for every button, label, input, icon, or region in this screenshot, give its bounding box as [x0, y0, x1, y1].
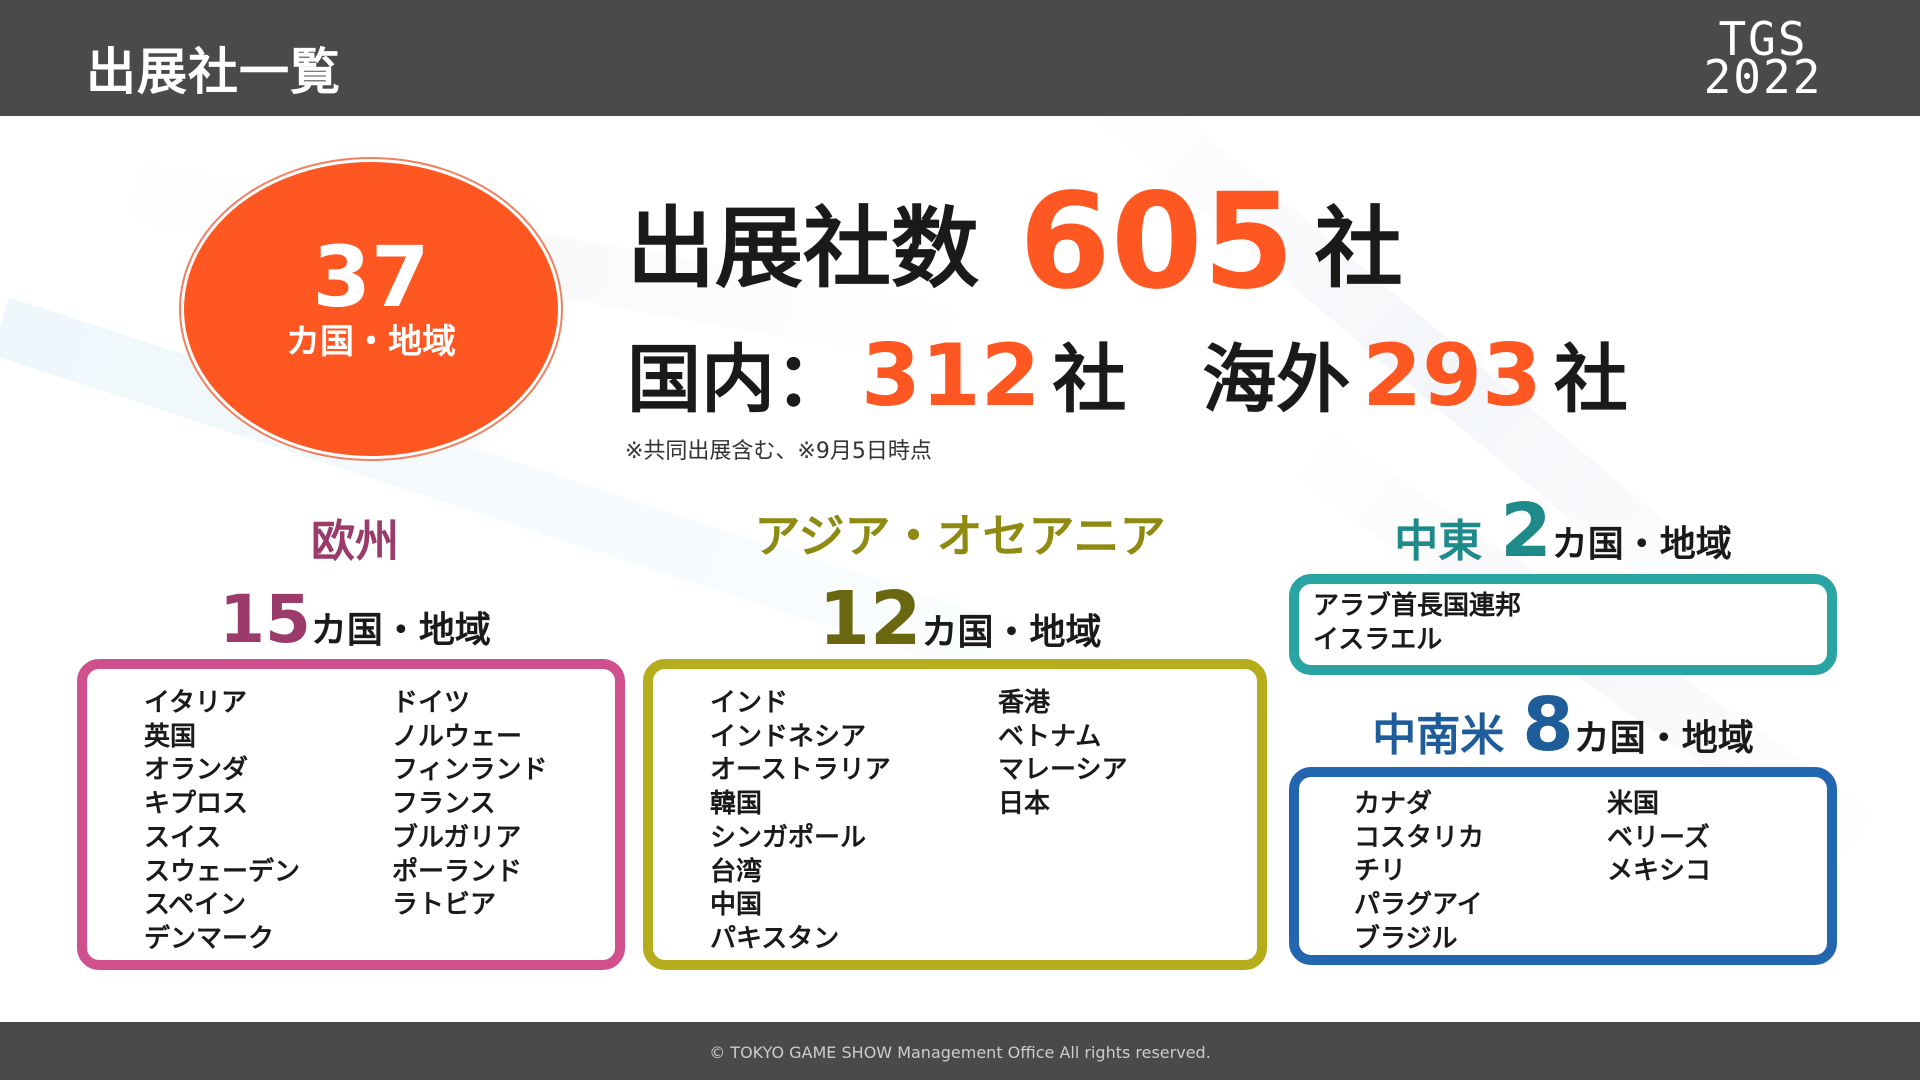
country-item: パキスタン — [710, 923, 840, 954]
country-item: ブルガリア — [392, 822, 522, 853]
country-item: オーストラリア — [710, 755, 891, 786]
country-item: イタリア — [144, 688, 247, 718]
footer: © TOKYO GAME SHOW Management Office All … — [0, 1022, 1920, 1080]
asia-country-list: 香港 ベトナム マレーシア 日本 — [998, 687, 1127, 822]
country-item: ノルウェー — [392, 721, 523, 752]
middle-east-heading: 中東 2カ国・地域 — [1394, 488, 1732, 574]
countries-count: 37 — [312, 228, 430, 326]
country-item: 中国 — [710, 890, 763, 921]
country-item: スイス — [144, 822, 222, 853]
asia-country-list: インド インドネシア オーストラリア 韓国 シンガポール 台湾 中国 パキスタン — [710, 687, 891, 957]
domestic-count: 312 — [861, 326, 1041, 426]
country-item: インドネシア — [710, 721, 867, 752]
country-item: アラブ首長国連邦 — [1313, 591, 1522, 621]
latin_america-country-list: 米国 ベリーズ メキシコ — [1607, 788, 1711, 889]
country-item: イスラエル — [1313, 624, 1443, 655]
countries-badge: 37 カ国・地域 — [181, 159, 561, 459]
country-item: ドイツ — [392, 688, 471, 718]
europe-country-list: ドイツ ノルウェー フィンランド フランス ブルガリア ポーランド ラトビア — [392, 687, 547, 923]
country-item: マレーシア — [998, 755, 1128, 786]
europe-heading: 欧州 15カ国・地域 — [219, 516, 491, 658]
latin-america-box: カナダ コスタリカ チリ パラグアイ ブラジル 米国 ベリーズ メキシコ — [1289, 767, 1837, 965]
country-item: 日本 — [998, 789, 1051, 820]
domestic-overseas: 国内： 312 社 海外 293 社 — [627, 326, 1628, 426]
tgs-logo: TGS 2022 — [1703, 12, 1823, 104]
country-item: カナダ — [1354, 789, 1433, 819]
footnote: ※共同出展含む、※9月5日時点 — [625, 439, 932, 464]
middle_east-country-list: アラブ首長国連邦 イスラエル — [1313, 590, 1521, 657]
country-item: スペイン — [144, 890, 247, 921]
copyright: © TOKYO GAME SHOW Management Office All … — [709, 1043, 1211, 1062]
europe-box: イタリア 英国 オランダ キプロス スイス スウェーデン スペイン デンマーク ドイツ ノルウェ… — [77, 659, 625, 970]
latin_america-country-list: カナダ コスタリカ チリ パラグアイ ブラジル — [1354, 788, 1484, 957]
page-title: 出展社一覧 — [86, 43, 341, 101]
total-count: 605 — [1019, 165, 1295, 319]
country-item: メキシコ — [1607, 856, 1712, 887]
overseas-count: 293 — [1362, 326, 1542, 426]
country-item: パラグアイ — [1354, 890, 1483, 921]
country-item: デンマーク — [144, 923, 275, 954]
country-item: インド — [710, 688, 789, 718]
country-item: 韓国 — [710, 789, 763, 820]
country-item: キプロス — [144, 789, 249, 820]
country-item: オランダ — [144, 755, 249, 786]
country-item: ベリーズ — [1607, 822, 1710, 853]
country-item: ベトナム — [998, 721, 1102, 752]
middle-east-box: アラブ首長国連邦 イスラエル — [1289, 574, 1837, 675]
latin-america-heading: 中南米 8カ国・地域 — [1372, 682, 1754, 768]
header-bar: 出展社一覧 TGS 2022 — [0, 0, 1920, 116]
europe-country-list: イタリア 英国 オランダ キプロス スイス スウェーデン スペイン デンマーク — [144, 687, 300, 957]
country-item: ラトビア — [392, 890, 497, 921]
country-item: ブラジル — [1354, 923, 1458, 954]
country-item: スウェーデン — [144, 856, 301, 887]
country-item: 台湾 — [710, 856, 763, 887]
country-item: ポーランド — [392, 856, 523, 887]
country-item: チリ — [1354, 856, 1407, 887]
total-exhibitors: 出展社数 605 社 — [627, 165, 1403, 319]
country-item: 英国 — [144, 721, 197, 752]
country-item: シンガポール — [710, 822, 867, 853]
country-item: 香港 — [998, 688, 1051, 718]
country-item: 米国 — [1607, 789, 1660, 819]
country-item: フランス — [392, 789, 496, 820]
country-item: コスタリカ — [1354, 822, 1485, 853]
countries-unit: カ国・地域 — [286, 322, 456, 362]
asia-box: インド インドネシア オーストラリア 韓国 シンガポール 台湾 中国 パキスタン 香港 ベトナム… — [643, 659, 1267, 970]
country-item: フィンランド — [392, 755, 548, 786]
asia-heading: アジア・オセアニア 12カ国・地域 — [754, 509, 1166, 662]
